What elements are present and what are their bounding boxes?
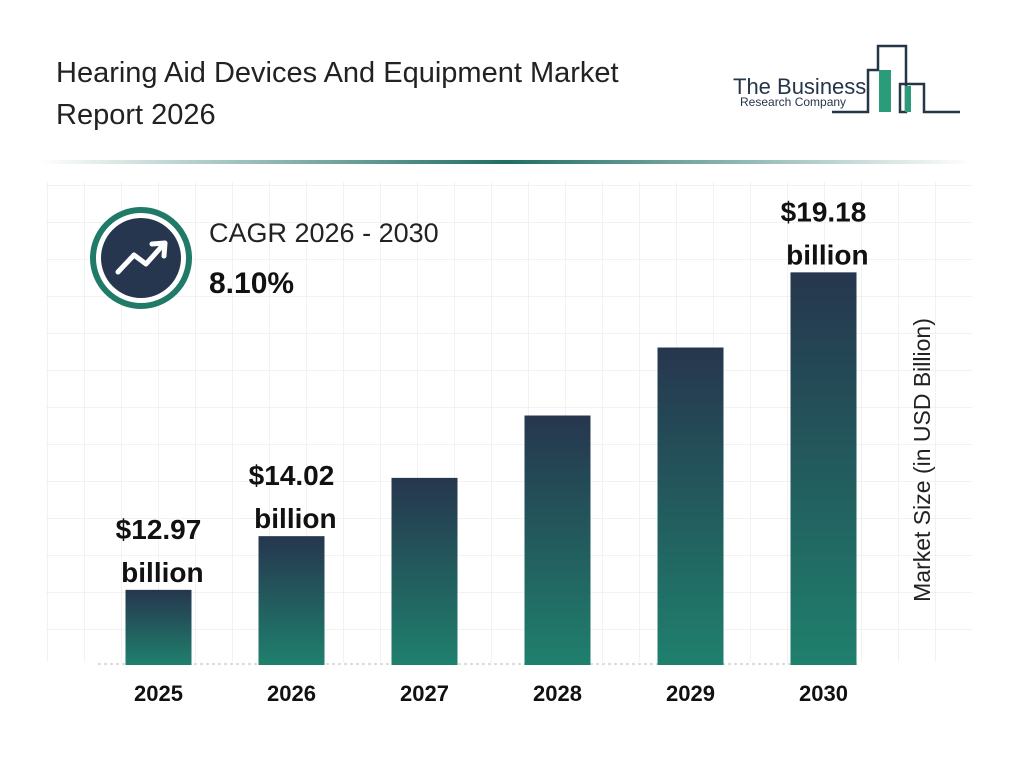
x-tick-label: 2027 [400,681,449,706]
chart-title: Hearing Aid Devices And Equipment Market [56,57,619,89]
cagr-icon [90,207,192,309]
chart-title: Report 2026 [56,99,216,131]
bar [524,415,591,665]
x-tick-label: 2028 [533,681,582,706]
bar [657,347,724,665]
separator [40,160,972,164]
logo-text: Research Company [740,95,846,109]
x-tick-label: 2030 [799,681,848,706]
bar [790,272,857,665]
bar [125,589,192,665]
logo-text: The Business [733,74,866,99]
logo: The Business Research Company [733,44,960,114]
value-label: $14.02 billion [246,461,336,535]
y-axis-label: Market Size (in USD Billion) [909,318,935,602]
cagr-label: CAGR 2026 - 2030 [209,218,439,248]
x-tick-label: 2026 [267,681,316,706]
cagr-value: 8.10% [209,267,294,300]
bar [258,536,325,665]
x-tick-label: 2029 [666,681,715,706]
value-label: $12.97 billion [113,514,203,588]
bar [391,477,458,665]
value-label: $19.18 billion [778,197,868,271]
x-tick-label: 2025 [134,681,183,706]
